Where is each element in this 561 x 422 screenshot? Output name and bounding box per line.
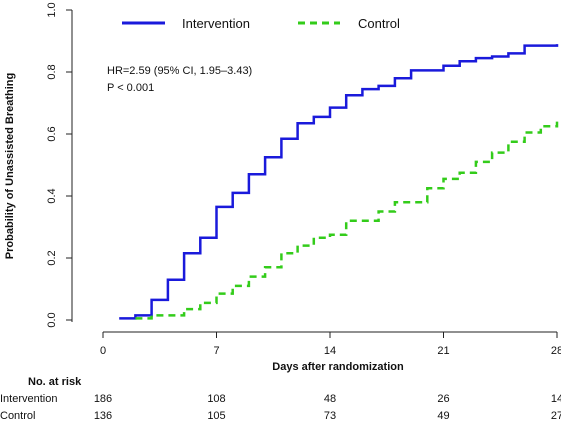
y-tick-label: 0.2 [46,250,58,265]
hazard-ratio-annotation: HR=2.59 (95% CI, 1.95–3.43) [107,65,252,77]
risk-table-header: No. at risk [28,376,82,388]
x-tick-label: 28 [551,345,561,357]
risk-count: 26 [437,393,449,405]
y-axis-ticks: 0.0 0.2 0.4 0.6 0.8 1.0 [46,2,72,328]
x-axis-title: Days after randomization [272,361,404,373]
risk-count: 136 [94,410,112,422]
survival-curves [119,44,559,320]
y-tick-label: 0.8 [46,64,58,79]
y-tick-label: 0.6 [46,126,58,141]
risk-table: Intervention 186 108 48 26 14 Control 136 105 73 4… [0,393,561,422]
risk-row-label: Control [0,410,35,422]
x-tick-label: 21 [437,345,449,357]
risk-count: 186 [94,393,112,405]
risk-count: 48 [324,393,336,405]
risk-row-label: Intervention [0,393,57,405]
legend: Intervention Control [122,16,400,31]
y-tick-label: 0.4 [46,188,58,203]
p-value-annotation: P < 0.001 [107,82,154,94]
risk-count: 27 [551,410,561,422]
x-axis-ticks: 0 7 14 21 28 [100,332,561,357]
x-tick-label: 0 [100,345,106,357]
risk-count: 14 [551,393,561,405]
y-tick-label: 0.0 [46,312,58,327]
y-tick-label: 1.0 [46,2,58,17]
risk-count: 73 [324,410,336,422]
risk-count: 49 [437,410,449,422]
y-axis-title: Probability of Unassisted Breathing [4,73,16,259]
curve-intervention [119,44,559,320]
x-tick-label: 7 [213,345,219,357]
legend-label-intervention: Intervention [182,16,250,31]
x-tick-label: 14 [324,345,336,357]
risk-count: 105 [207,410,225,422]
legend-label-control: Control [358,16,400,31]
curve-control [135,121,559,320]
risk-count: 108 [207,393,225,405]
